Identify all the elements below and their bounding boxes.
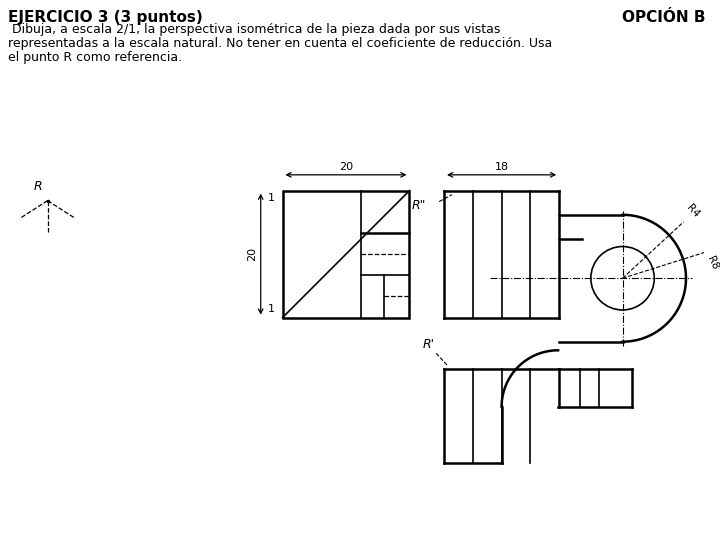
Text: 18: 18 — [495, 162, 508, 172]
Text: 1: 1 — [268, 193, 274, 202]
Text: R4: R4 — [685, 203, 701, 220]
Text: el punto R como referencia.: el punto R como referencia. — [8, 51, 182, 64]
Text: EJERCICIO 3 (3 puntos): EJERCICIO 3 (3 puntos) — [8, 10, 203, 25]
Text: R: R — [34, 180, 42, 193]
Text: R": R" — [412, 199, 426, 212]
Text: Dibuja, a escala 2/1, la perspectiva isométrica de la pieza dada por sus vistas: Dibuja, a escala 2/1, la perspectiva iso… — [8, 23, 500, 36]
Text: R8: R8 — [705, 254, 720, 271]
Bar — [282, 191, 410, 318]
Text: 1: 1 — [268, 303, 274, 314]
Text: 20: 20 — [247, 247, 257, 261]
Text: 20: 20 — [339, 162, 353, 172]
Text: representadas a la escala natural. No tener en cuenta el coeficiente de reducció: representadas a la escala natural. No te… — [8, 37, 552, 50]
Text: R': R' — [422, 338, 434, 352]
Text: OPCIÓN B: OPCIÓN B — [622, 10, 706, 25]
